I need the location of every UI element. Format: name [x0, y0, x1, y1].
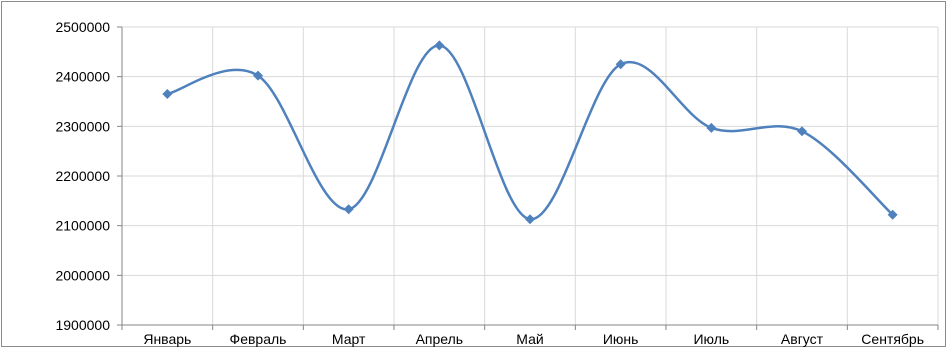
x-tick-label: Февраль: [230, 331, 287, 347]
axes: [117, 26, 939, 330]
data-point-marker: [525, 214, 535, 225]
series-line: [166, 44, 894, 221]
y-tick-label: 2000000: [55, 267, 110, 283]
x-tick-label: Апрель: [416, 331, 464, 347]
x-tick-label: Сентябрь: [861, 331, 924, 347]
y-tick-label: 2200000: [55, 168, 110, 184]
x-axis-tick-labels: Январь Февраль Март Апрель Май Июнь Июль Август…: [143, 331, 924, 347]
x-tick-label: Март: [332, 331, 366, 347]
y-axis-tick-labels: 2500000 2400000 2300000 2200000 2100000 20000…: [55, 19, 110, 333]
y-tick-label: 1900000: [55, 317, 110, 333]
data-point-marker: [434, 40, 445, 51]
y-tick-label: 2500000: [55, 19, 110, 35]
data-point-marker: [615, 59, 626, 70]
x-tick-label: Июнь: [603, 331, 639, 347]
horizontal-gridlines: [122, 26, 938, 276]
x-tick-label: Май: [516, 331, 543, 347]
y-tick-label: 2400000: [55, 69, 110, 85]
data-point-marker: [253, 70, 263, 81]
data-point-marker: [797, 126, 807, 137]
x-tick-label: Август: [781, 331, 824, 347]
x-tick-label: Январь: [143, 331, 191, 347]
data-point-marker: [706, 122, 717, 133]
y-tick-label: 2100000: [55, 218, 110, 234]
y-tick-label: 2300000: [55, 118, 110, 134]
series-group: [162, 40, 898, 225]
data-point-marker: [162, 89, 173, 100]
data-point-marker: [887, 209, 898, 220]
data-point-marker: [343, 204, 354, 215]
x-tick-label: Июль: [693, 331, 729, 347]
